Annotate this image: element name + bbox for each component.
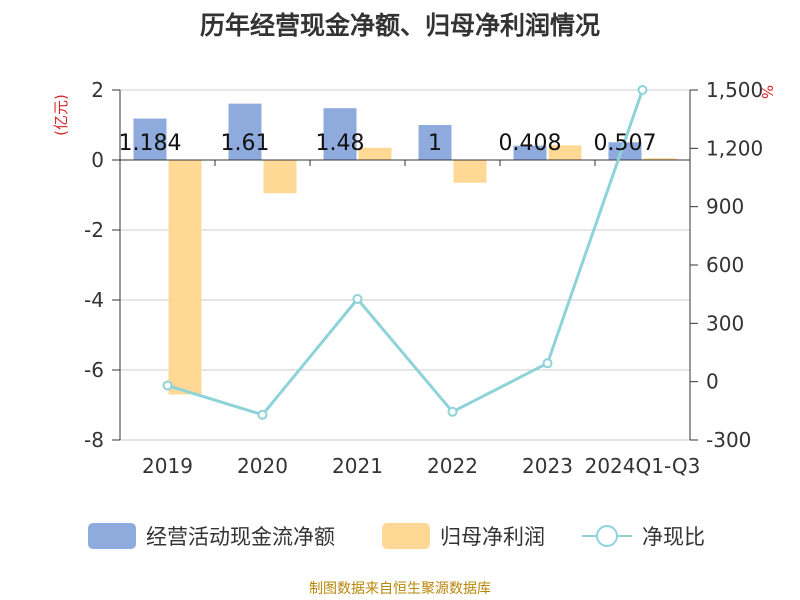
right-axis-unit: % [758,85,776,99]
ratio-point [162,380,173,391]
bar-net-profit [168,160,202,395]
bar-layer [133,103,677,395]
bar-net-profit [643,158,677,160]
axes: 2 0 -2 -4 -6 -8 1,500 1,200 900 600 300 0 -300 (亿元)% 2… [52,78,776,478]
ratio-point [447,406,458,417]
left-tick-label: -8 [84,428,104,452]
data-label-cash-flow: 1.184 [119,131,182,156]
bar-cash-flow [608,142,642,160]
category-label: 2021 [332,454,383,478]
ratio-line-layer [162,85,648,420]
data-labels: 1.184 1.61 1.48 1 0.408 0.507 [119,131,657,156]
category-label: 2022 [427,454,478,478]
left-tick-label: -2 [84,218,104,242]
legend-item-net-profit[interactable]: 归母净利润 [382,516,545,556]
bar-net-profit [453,160,487,183]
left-tick-label: 0 [91,148,104,172]
bar-cash-flow [418,125,452,160]
right-tick-label: 1,500 [706,78,763,102]
legend-item-cash-flow[interactable]: 经营活动现金流净额 [88,516,335,556]
legend-swatch-net-profit [382,523,430,549]
category-label: 2020 [237,454,288,478]
right-tick-label: -300 [706,428,751,452]
bar-net-profit [358,147,392,160]
data-label-cash-flow: 1 [428,131,442,156]
ratio-line [167,89,644,417]
bar-cash-flow [323,108,357,160]
data-label-cash-flow: 0.507 [594,131,657,156]
legend-swatch-ratio [582,525,632,547]
ratio-point [257,409,268,420]
right-tick-label: 300 [706,311,744,335]
source-note: 制图数据来自恒生聚源数据库 [309,581,491,597]
right-tick-label: 900 [706,195,744,219]
legend-label-ratio: 净现比 [642,525,705,549]
data-label-cash-flow: 1.48 [316,131,365,156]
ratio-point [637,85,648,95]
right-tick-label: 1,200 [706,136,763,160]
data-label-cash-flow: 0.408 [499,131,562,156]
left-axis-unit: (亿元) [52,94,70,136]
bar-cash-flow [228,103,262,160]
right-tick-label: 600 [706,253,744,277]
legend: 经营活动现金流净额 归母净利润 净现比 [0,516,800,556]
category-label: 2024Q1-Q3 [585,454,701,478]
ratio-point [352,294,363,305]
left-tick-label: 2 [91,78,104,102]
bar-net-profit [263,160,297,194]
left-tick-label: -4 [84,288,104,312]
bar-net-profit [548,145,582,160]
chart-title: 历年经营现金净额、归母净利润情况 [199,11,600,40]
legend-label-cash-flow: 经营活动现金流净额 [146,525,335,549]
left-tick-label: -6 [84,358,104,382]
category-label: 2023 [522,454,573,478]
legend-item-ratio[interactable]: 净现比 [582,516,705,556]
category-label: 2019 [142,454,193,478]
bar-cash-flow [133,118,167,160]
bar-cash-flow [513,145,547,160]
right-tick-label: 0 [706,370,719,394]
legend-swatch-cash-flow [88,523,136,549]
legend-label-net-profit: 归母净利润 [440,525,545,549]
ratio-point [542,358,553,369]
data-label-cash-flow: 1.61 [221,131,270,156]
